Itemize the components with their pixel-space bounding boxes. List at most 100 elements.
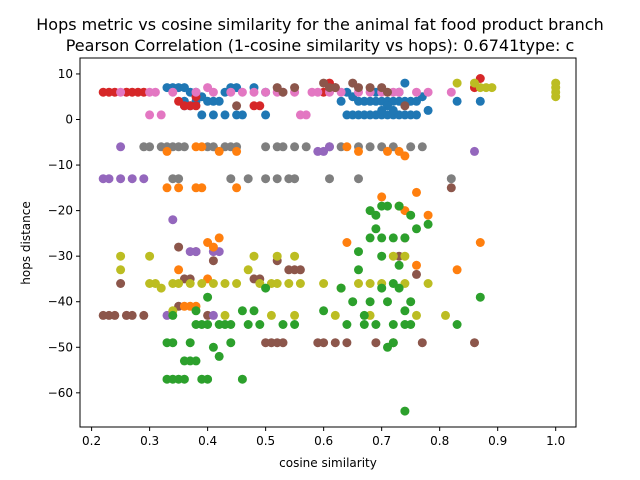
data-point	[423, 210, 433, 220]
data-point	[208, 242, 218, 252]
data-point	[359, 310, 369, 320]
data-point	[377, 105, 387, 115]
data-point	[116, 174, 126, 184]
data-point	[446, 87, 456, 97]
data-point	[145, 110, 155, 120]
data-point	[365, 279, 375, 288]
data-point	[272, 279, 282, 288]
data-point	[354, 279, 363, 288]
data-point	[168, 87, 178, 97]
data-point	[330, 83, 340, 93]
data-point	[290, 174, 300, 184]
data-point	[470, 146, 479, 156]
data-point	[342, 338, 352, 348]
data-point	[116, 279, 126, 288]
data-point	[226, 320, 236, 329]
data-point	[423, 219, 433, 229]
data-point	[208, 310, 218, 320]
data-point	[406, 210, 416, 220]
data-point	[330, 310, 340, 320]
data-point	[116, 251, 126, 261]
data-point	[365, 206, 375, 216]
data-point	[214, 351, 224, 361]
y-tick-label: −50	[48, 340, 73, 354]
data-point	[174, 174, 184, 184]
data-point	[174, 242, 184, 252]
data-point	[214, 233, 224, 243]
data-point	[261, 283, 271, 293]
data-point	[325, 174, 334, 184]
data-point	[191, 356, 201, 366]
data-point	[319, 279, 329, 288]
data-point	[359, 320, 369, 329]
data-point	[452, 96, 462, 106]
data-point	[400, 233, 410, 243]
data-point	[208, 110, 218, 120]
data-point	[191, 247, 201, 257]
data-point	[226, 87, 236, 97]
data-point	[162, 146, 172, 156]
x-tick-label: 0.9	[488, 434, 507, 448]
data-point	[354, 83, 363, 93]
x-tick-label: 0.6	[314, 434, 333, 448]
data-point	[423, 87, 433, 97]
data-point	[295, 265, 305, 275]
data-point	[412, 110, 421, 120]
data-point	[261, 110, 271, 120]
data-point	[365, 142, 375, 152]
data-point	[377, 192, 387, 202]
x-tick-label: 0.2	[82, 434, 101, 448]
data-point	[185, 338, 195, 348]
data-point	[249, 87, 259, 97]
data-point	[377, 251, 387, 261]
data-point	[191, 87, 201, 97]
chart-title-line-1: Hops metric vs cosine similarity for the…	[36, 15, 603, 34]
data-point	[243, 265, 253, 275]
data-point	[383, 201, 392, 211]
data-point	[400, 406, 410, 416]
x-axis-label: cosine similarity	[279, 456, 377, 470]
data-point	[208, 279, 218, 288]
data-point	[342, 238, 352, 247]
data-point	[116, 142, 126, 152]
data-point	[336, 96, 346, 106]
x-axis-ticks: 0.2 0.3 0.4 0.5 0.6 0.7 0.8 0.9 1.0	[82, 427, 565, 448]
data-point	[208, 87, 218, 97]
data-point	[354, 174, 363, 184]
data-point	[220, 310, 230, 320]
data-point	[174, 183, 184, 193]
data-point	[290, 310, 300, 320]
data-point	[388, 233, 398, 243]
data-point	[446, 183, 456, 193]
data-point	[104, 174, 114, 184]
x-tick-label: 0.5	[256, 434, 275, 448]
data-point	[383, 146, 392, 156]
data-point	[139, 174, 149, 184]
data-point	[278, 87, 288, 97]
data-point	[406, 142, 416, 152]
data-points	[98, 74, 561, 416]
data-point	[412, 269, 421, 279]
data-point	[290, 251, 300, 261]
y-axis-label: hops distance	[19, 201, 33, 284]
data-point	[168, 215, 178, 225]
data-point	[475, 96, 485, 106]
data-point	[383, 87, 392, 97]
data-point	[319, 146, 329, 156]
data-point	[191, 306, 201, 316]
data-point	[400, 101, 410, 111]
data-point	[394, 260, 404, 270]
data-point	[261, 142, 271, 152]
y-tick-label: −30	[48, 249, 73, 263]
data-point	[185, 279, 195, 288]
data-point	[336, 283, 346, 293]
data-point	[388, 105, 398, 115]
data-point	[295, 279, 305, 288]
data-point	[168, 338, 178, 348]
data-point	[290, 320, 300, 329]
data-point	[342, 142, 352, 152]
data-point	[295, 110, 305, 120]
data-point	[412, 224, 421, 234]
